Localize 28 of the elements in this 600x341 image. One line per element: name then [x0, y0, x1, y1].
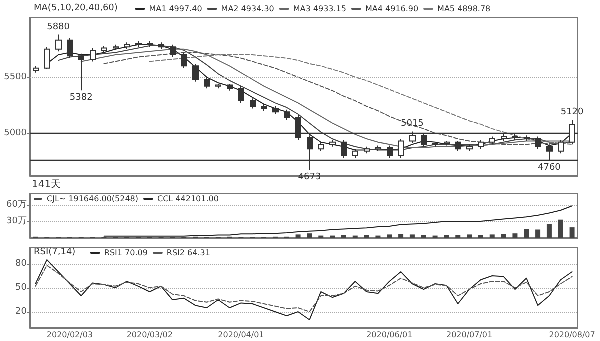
y-tick-label: 30万 — [6, 216, 27, 226]
y-tick-label: 80 — [16, 259, 28, 269]
legend-label: CJL~ 191646.00(5248) — [47, 194, 139, 204]
x-tick-label: 2020/08/07 — [549, 330, 596, 340]
legend-label: RSI2 64.31 — [166, 248, 210, 258]
y-tick-label: 60万 — [6, 200, 27, 210]
legend-title: RSI(7,14) — [34, 248, 76, 258]
annotation: 5382 — [70, 93, 93, 104]
x-tick-label: 2020/02/03 — [46, 330, 94, 340]
y-tick-label: 5000 — [4, 128, 28, 138]
legend-label: MA4 4916.90 — [365, 4, 419, 14]
y-tick-label: 20 — [16, 307, 28, 317]
legend-label: CCL 442101.00 — [158, 194, 219, 204]
legend-label: RSI1 70.09 — [104, 248, 148, 258]
legend-label: MA5 4898.78 — [438, 4, 491, 14]
legend-title: MA(5,10,20,40,60) — [34, 4, 118, 14]
legend-label: MA2 4934.30 — [221, 4, 274, 14]
text: 141天 — [32, 180, 62, 190]
y-tick-label: 50 — [16, 283, 28, 293]
y-tick-label: 5500 — [4, 72, 28, 82]
legend-label: MA3 4933.15 — [293, 4, 346, 14]
annotation: 4760 — [538, 162, 562, 173]
x-tick-label: 2020/03/02 — [126, 330, 173, 340]
x-tick-label: 2020/07/01 — [446, 330, 493, 340]
x-tick-label: 2020/04/01 — [218, 330, 264, 340]
legend-label: MA1 4997.40 — [149, 4, 202, 14]
x-tick-label: 2020/06/01 — [366, 330, 413, 340]
annotation: 5880 — [47, 22, 70, 32]
